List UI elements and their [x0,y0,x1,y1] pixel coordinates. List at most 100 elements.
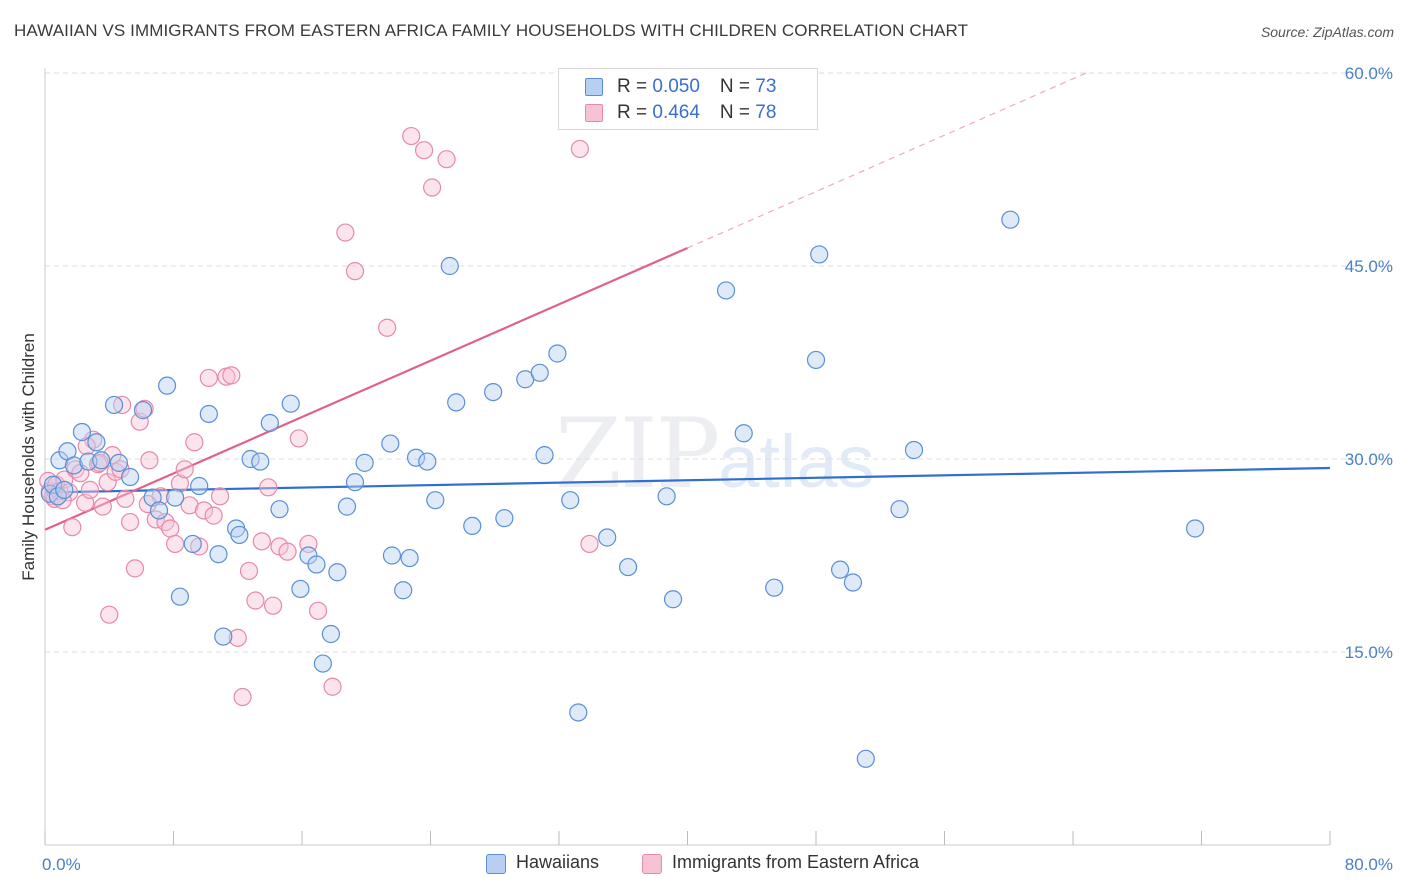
data-point-hawaiians [214,627,233,646]
y-tick-label: 30.0% [1345,450,1393,469]
data-point-eastern-africa [180,496,199,515]
data-point-hawaiians [1001,210,1020,229]
eastern-africa-legend-swatch [642,854,662,874]
data-point-eastern-africa [246,591,265,610]
data-point-eastern-africa [199,368,218,388]
data-point-hawaiians [166,488,185,507]
watermark-zip: ZIP [555,398,720,510]
y-tick-label: 60.0% [1345,64,1393,83]
axes [44,68,1331,846]
data-point-hawaiians [199,404,218,424]
data-point-eastern-africa [308,601,328,620]
data-point-eastern-africa [228,628,247,647]
x-tick-label: 80.0% [1345,855,1393,874]
stats-legend: R = 0.050 N = 73 R = 0.464 N = 78 [558,68,818,130]
data-point-hawaiians [104,395,124,415]
data-point-eastern-africa [140,451,159,470]
n-value: 78 [755,102,777,123]
data-point-hawaiians [345,473,365,492]
data-point-hawaiians [313,654,332,673]
data-point-eastern-africa [263,596,283,615]
data-point-hawaiians [856,749,875,768]
data-point-eastern-africa [175,460,194,479]
data-point-hawaiians [495,509,514,528]
data-point-eastern-africa [194,501,214,520]
x-tick-label: 0.0% [42,855,81,874]
data-point-eastern-africa [278,542,297,561]
data-point-hawaiians [337,497,357,516]
data-point-hawaiians [209,545,228,564]
data-point-hawaiians [535,446,554,465]
data-point-hawaiians [734,424,753,443]
data-point-hawaiians [72,422,92,442]
data-point-hawaiians [530,363,549,382]
data-point-eastern-africa [239,561,259,581]
data-point-eastern-africa [336,223,355,242]
data-point-hawaiians [806,350,826,370]
data-point-hawaiians [548,344,567,363]
watermark-atlas: atlas [718,420,875,503]
data-point-hawaiians [55,480,74,499]
data-point-hawaiians [598,528,617,547]
data-point-hawaiians [418,452,437,471]
data-point-hawaiians [426,491,445,510]
data-point-hawaiians [663,590,683,609]
trend-line-eastern-africa-extension [687,71,1090,249]
data-point-hawaiians [406,448,426,467]
data-point-hawaiians [355,453,374,472]
data-point-hawaiians [87,433,106,452]
data-point-eastern-africa [580,534,599,554]
data-point-eastern-africa [233,687,252,707]
data-point-hawaiians [830,560,850,579]
data-point-eastern-africa [323,677,342,696]
data-point-hawaiians [890,500,909,519]
data-point-hawaiians [321,624,341,644]
data-point-hawaiians [765,578,784,597]
data-point-hawaiians [307,555,326,574]
data-point-hawaiians [270,500,289,519]
watermark: ZIPatlas [555,398,875,510]
data-point-hawaiians [157,376,177,395]
data-point-hawaiians [394,581,413,600]
data-point-hawaiians [561,491,580,510]
chart-title: HAWAIIAN VS IMMIGRANTS FROM EASTERN AFRI… [14,21,969,40]
data-point-eastern-africa [222,366,241,385]
axis-labels: 15.0% 30.0% 45.0% 60.0% 0.0% 80.0% Family Hous… [19,64,1393,874]
data-point-eastern-africa [423,178,442,197]
data-point-hawaiians [92,451,111,470]
eastern-africa-swatch [585,104,603,122]
data-point-hawaiians [569,703,588,722]
hawaiians-legend-swatch [486,854,506,874]
data-point-eastern-africa [570,139,589,159]
trend-line-eastern-africa [44,246,688,531]
data-point-eastern-africa [77,437,96,456]
data-point-hawaiians [447,393,466,412]
data-point-eastern-africa [185,433,204,452]
data-point-eastern-africa [116,489,135,508]
series-eastern-africa-points [39,126,599,707]
r-label: R = [617,102,653,123]
data-point-hawaiians [291,579,310,599]
legend-label-hawaiians: Hawaiians [516,852,600,872]
data-point-eastern-africa [402,126,421,146]
r-value: 0.464 [652,102,700,123]
data-point-hawaiians [281,394,300,413]
trend-line-hawaiians [44,466,1331,494]
r-label: R = [617,76,653,97]
n-label: N = [719,102,756,123]
data-point-hawaiians [618,557,638,577]
data-point-hawaiians [381,434,400,453]
trend-lines [44,71,1331,531]
data-point-hawaiians [190,476,209,496]
data-point-eastern-africa [414,141,434,160]
y-axis-title: Family Households with Children [19,333,38,581]
n-value: 73 [755,76,777,97]
data-point-hawaiians [109,453,128,472]
n-label: N = [719,76,756,97]
data-point-hawaiians [183,534,202,554]
source-label: Source: ZipAtlas.com [1260,24,1394,40]
data-point-hawaiians [440,256,459,276]
data-point-eastern-africa [204,506,223,525]
data-point-hawaiians [810,245,829,264]
